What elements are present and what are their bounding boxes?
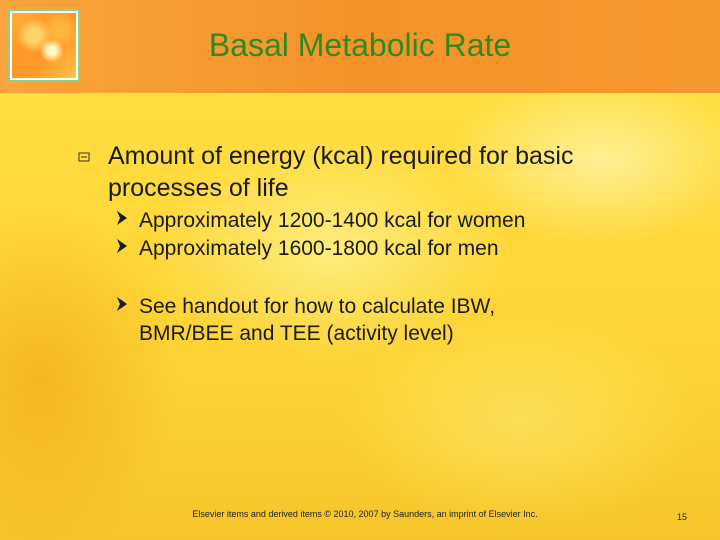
arrowhead-bullet-icon <box>117 211 127 225</box>
square-bullet-icon <box>78 152 90 162</box>
sub-bullet-text: See handout for how to calculate IBW, BM… <box>139 295 496 345</box>
main-bullet-text: Amount of energy (kcal) required for bas… <box>108 142 574 202</box>
arrowhead-bullet-icon <box>117 297 127 311</box>
copyright-footer: Elsevier items and derived items © 2010,… <box>0 509 720 519</box>
arrowhead-bullet-icon <box>117 239 127 253</box>
orange-slice-image <box>12 13 76 78</box>
slide-title: Basal Metabolic Rate <box>208 27 512 63</box>
page-number: 15 <box>677 512 688 522</box>
header-bar: Basal Metabolic Rate <box>0 0 720 93</box>
sub-bullet-text: Approximately 1200-1400 kcal for women <box>139 209 526 232</box>
copyright-text: Elsevier items and derived items © 2010,… <box>192 509 538 519</box>
orange-slice-logo <box>8 9 80 82</box>
sub-bullet-text: Approximately 1600-1800 kcal for men <box>139 237 499 260</box>
